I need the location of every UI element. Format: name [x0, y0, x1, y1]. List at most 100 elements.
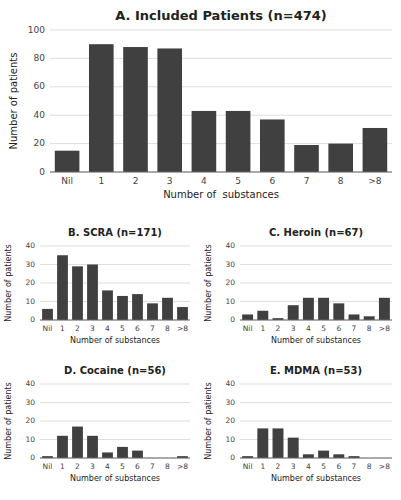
- bar: [257, 428, 268, 458]
- bar: [363, 128, 388, 172]
- panel: B. SCRA (n=171)010203040Nil12345678>8Num…: [4, 227, 190, 345]
- x-tick-label: Nil: [61, 176, 73, 186]
- x-tick-label: 3: [291, 462, 296, 471]
- grid-line: [40, 458, 190, 459]
- x-tick-label: >8: [379, 324, 390, 333]
- bar: [87, 436, 98, 458]
- y-tick-label: 0: [30, 453, 35, 462]
- y-axis-label: Number of patients: [4, 244, 13, 322]
- bar: [102, 290, 113, 320]
- x-axis-label: Number of substances: [70, 336, 160, 345]
- bar: [55, 151, 80, 172]
- x-tick-label: >8: [368, 176, 382, 186]
- bar: [102, 452, 113, 458]
- y-tick-label: 30: [25, 260, 35, 269]
- x-tick-label: >8: [379, 462, 390, 471]
- title: A. Included Patients (n=474): [115, 8, 327, 23]
- bar: [157, 48, 182, 172]
- y-axis-label: Number of patients: [4, 382, 13, 460]
- x-axis-line: [240, 320, 392, 321]
- bar: [288, 305, 299, 320]
- bar: [132, 451, 143, 458]
- bar: [349, 314, 360, 320]
- bars: [55, 44, 387, 172]
- x-tick-label: 1: [60, 324, 65, 333]
- bar: [379, 298, 390, 320]
- x-axis-line: [240, 458, 392, 459]
- bar: [364, 316, 375, 320]
- x-tick-label: 5: [120, 324, 125, 333]
- y-tick-label: 40: [225, 379, 235, 388]
- x-tick-label: Nil: [243, 462, 253, 471]
- bar: [257, 311, 268, 320]
- bar: [87, 265, 98, 321]
- y-tick-label: 40: [25, 241, 35, 250]
- y-tick-label: 20: [225, 278, 235, 287]
- bar: [177, 307, 188, 320]
- bars: [242, 298, 390, 320]
- figure: A. Included Patients (n=474)020406080100…: [0, 0, 401, 500]
- bar: [273, 428, 284, 458]
- y-tick-label: 0: [230, 315, 235, 324]
- x-tick-label: 8: [165, 462, 170, 471]
- bar: [57, 436, 68, 458]
- x-tick-label: 6: [269, 176, 275, 186]
- y-tick-label: 80: [34, 53, 46, 63]
- bars: [242, 428, 359, 458]
- x-axis-label: Number of substances: [163, 189, 279, 200]
- y-tick-label: 0: [230, 453, 235, 462]
- x-axis-label: Number of substances: [70, 474, 160, 483]
- grid-line: [240, 458, 392, 459]
- x-tick-label: 7: [352, 324, 357, 333]
- x-axis-label: Number of substances: [271, 336, 361, 345]
- bar: [333, 454, 344, 458]
- y-tick-label: 100: [28, 25, 45, 35]
- bars: [42, 255, 188, 320]
- bar: [288, 438, 299, 458]
- x-axis-line: [50, 172, 392, 173]
- bar: [294, 145, 319, 172]
- grid-line: [40, 421, 190, 422]
- title: E. MDMA (n=53): [270, 365, 362, 376]
- bar: [333, 303, 344, 320]
- x-tick-label: >8: [177, 324, 188, 333]
- y-axis-label: Number of patients: [204, 382, 213, 460]
- bar: [226, 111, 251, 172]
- x-tick-label: 4: [105, 324, 110, 333]
- y-tick-label: 20: [225, 416, 235, 425]
- x-tick-label: 1: [260, 462, 265, 471]
- y-tick-label: 10: [25, 435, 35, 444]
- x-tick-label: 1: [60, 462, 65, 471]
- grid-line: [50, 30, 392, 31]
- y-tick-label: 40: [225, 241, 235, 250]
- x-tick-label: 5: [321, 324, 326, 333]
- y-axis-label: Number of patients: [204, 244, 213, 322]
- grid-line: [240, 301, 392, 302]
- bar: [57, 255, 68, 320]
- bar: [147, 303, 158, 320]
- x-tick-label: Nil: [243, 324, 253, 333]
- x-axis-line: [40, 458, 190, 459]
- x-tick-label: 6: [135, 324, 140, 333]
- grid-line: [240, 283, 392, 284]
- x-tick-label: 3: [90, 462, 95, 471]
- y-tick-label: 40: [25, 379, 35, 388]
- x-tick-label: 8: [165, 324, 170, 333]
- x-tick-label: 2: [276, 462, 281, 471]
- bar: [303, 298, 314, 320]
- grid-line: [40, 402, 190, 403]
- grid-line: [240, 320, 392, 321]
- grid-line: [240, 402, 392, 403]
- bar: [318, 451, 329, 458]
- y-tick-label: 20: [25, 278, 35, 287]
- grid-line: [240, 421, 392, 422]
- bar: [117, 447, 128, 458]
- grid-line: [50, 172, 392, 173]
- grid-line: [40, 246, 190, 247]
- x-tick-label: 8: [367, 462, 372, 471]
- title: B. SCRA (n=171): [68, 227, 162, 238]
- y-tick-label: 10: [25, 297, 35, 306]
- x-tick-label: Nil: [43, 462, 53, 471]
- x-tick-label: 5: [321, 462, 326, 471]
- grid-line: [40, 320, 190, 321]
